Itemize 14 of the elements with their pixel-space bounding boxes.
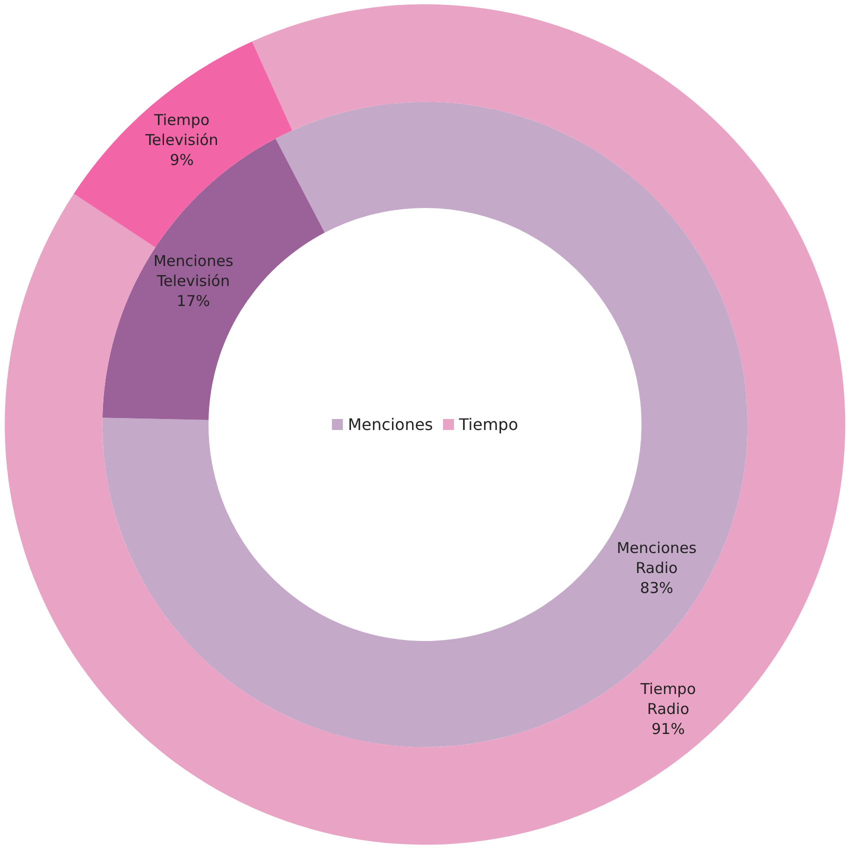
data-label: 91% — [652, 720, 685, 738]
legend-label: Menciones — [348, 415, 434, 434]
slice-label: Radio — [636, 559, 678, 578]
slice-label: Radio — [647, 700, 690, 718]
data-label: 83% — [640, 579, 674, 598]
slice-label: Televisión — [144, 130, 218, 149]
data-label: 17% — [176, 292, 210, 310]
slice-label: Televisión — [156, 272, 230, 290]
text: Menciones — [616, 539, 697, 558]
data-label: 9% — [170, 150, 194, 169]
text: Tiempo — [154, 110, 210, 129]
text: Tiempo — [640, 680, 696, 698]
legend-label: Tiempo — [458, 415, 518, 434]
text: Menciones — [153, 252, 234, 270]
